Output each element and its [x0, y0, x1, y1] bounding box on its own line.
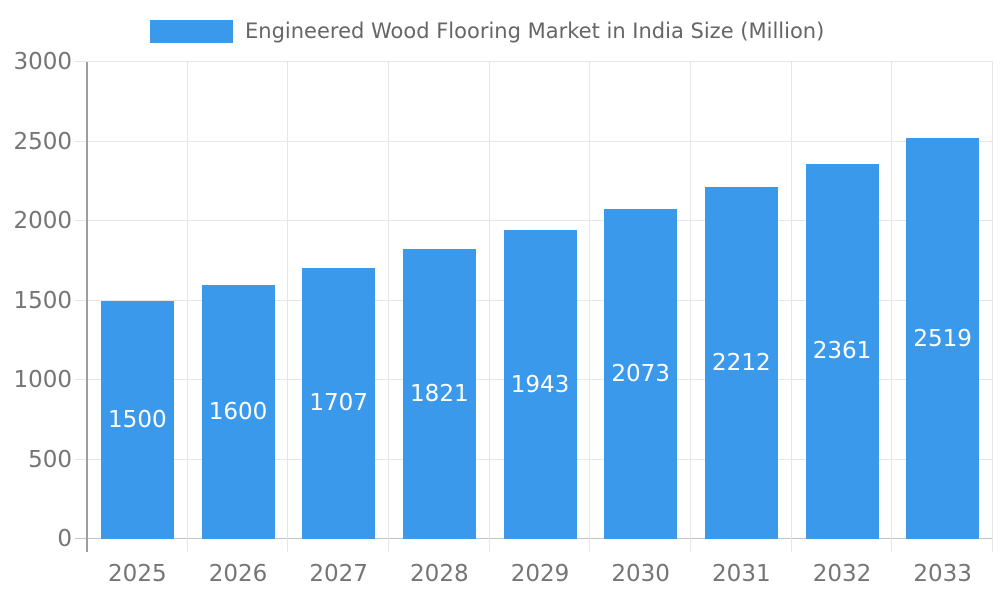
bar-value-label: 1600 — [208, 398, 268, 425]
bar-value-label: 2361 — [812, 338, 872, 365]
y-axis-line — [86, 62, 88, 552]
bar-value-label: 1500 — [108, 406, 167, 433]
bar-2027: 1707 — [302, 267, 376, 539]
bar-value-label: 1821 — [410, 381, 469, 408]
x-tick-label: 2025 — [108, 561, 167, 587]
y-tick-label: 1500 — [13, 287, 72, 314]
legend-item[interactable]: Engineered Wood Flooring Market in India… — [150, 16, 824, 46]
plot-area: 1500 1600 1707 1821 1943 2073 2212 2361 2519 — [75, 61, 993, 552]
h-gridline — [75, 220, 993, 221]
v-gridline — [287, 62, 288, 552]
bar-2026: 1600 — [201, 284, 275, 539]
bar-2028: 1821 — [402, 249, 476, 539]
legend-swatch — [150, 19, 233, 43]
bar-value-label: 2073 — [611, 361, 670, 388]
legend-label: Engineered Wood Flooring Market in India… — [245, 19, 825, 43]
bar-2031: 2212 — [704, 187, 778, 539]
y-tick-label: 1000 — [13, 367, 72, 393]
h-gridline — [75, 141, 993, 142]
bar-value-label: 1943 — [510, 371, 570, 398]
bar-2025: 1500 — [100, 300, 174, 539]
x-tick-label: 2027 — [309, 561, 368, 587]
bar-value-label: 2519 — [913, 325, 972, 352]
y-tick-label: 2500 — [13, 128, 72, 155]
y-tick-label: 0 — [57, 526, 72, 552]
y-tick-label: 500 — [28, 446, 72, 473]
y-tick-label: 2000 — [13, 208, 72, 234]
bar-2033: 2519 — [906, 138, 980, 539]
h-gridline — [75, 61, 993, 62]
bar-2032: 2361 — [805, 163, 879, 539]
x-tick-label: 2026 — [208, 561, 268, 587]
v-gridline — [891, 62, 892, 552]
y-tick-label: 3000 — [13, 49, 72, 75]
v-gridline — [589, 62, 590, 552]
x-tick-label: 2030 — [611, 561, 670, 587]
bar-2030: 2073 — [604, 209, 678, 539]
x-tick-label: 2029 — [510, 561, 570, 587]
v-gridline — [690, 62, 691, 552]
v-gridline — [992, 62, 993, 552]
v-gridline — [791, 62, 792, 552]
x-tick-label: 2028 — [410, 561, 469, 587]
bar-2029: 1943 — [503, 230, 577, 539]
bar-value-label: 1707 — [309, 390, 368, 417]
bar-value-label: 2212 — [712, 350, 771, 377]
v-gridline — [388, 62, 389, 552]
x-tick-label: 2033 — [913, 561, 972, 587]
v-gridline — [187, 62, 188, 552]
x-tick-label: 2031 — [712, 561, 771, 587]
v-gridline — [489, 62, 490, 552]
x-tick-label: 2032 — [812, 561, 872, 587]
